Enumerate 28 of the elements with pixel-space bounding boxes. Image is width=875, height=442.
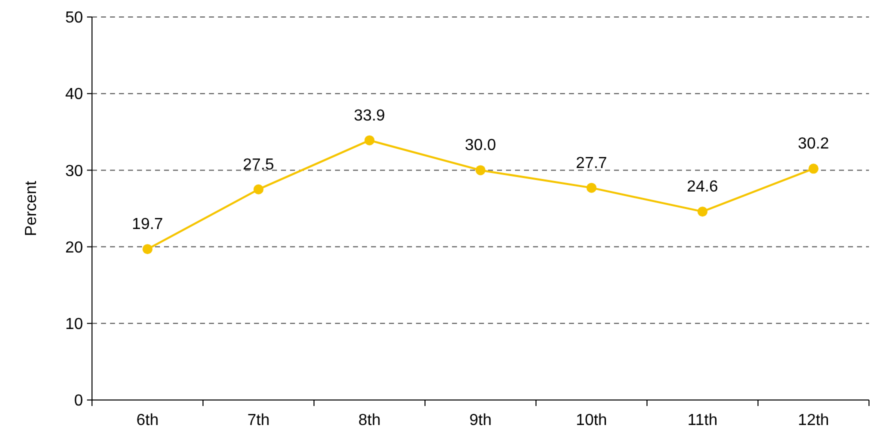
point — [364, 135, 374, 146]
point — [698, 206, 708, 217]
point — [476, 165, 486, 176]
point — [808, 164, 818, 174]
y-tick-label: 50 — [65, 10, 84, 27]
x-tick-label: 10th — [576, 412, 608, 429]
x-tick-label: 11th — [688, 412, 718, 429]
point — [586, 182, 596, 193]
y-tick-label: 20 — [65, 239, 84, 256]
point — [254, 184, 264, 194]
data-label: 24.6 — [686, 178, 718, 196]
y-tick-label: 10 — [65, 316, 84, 333]
y-tick-label: 30 — [65, 162, 84, 180]
x-tick-label: 7th — [247, 412, 270, 429]
data-label: 30.0 — [464, 137, 496, 154]
data-label: 33.9 — [354, 107, 386, 124]
x-tick-label: 9th — [469, 412, 492, 429]
point — [142, 244, 152, 254]
x-tick-label: 12th — [798, 412, 830, 429]
y-axis-title: Percent — [23, 180, 40, 236]
data-label: 19.7 — [132, 216, 164, 234]
data-label: 30.2 — [798, 136, 830, 153]
y-tick-label: 0 — [74, 392, 84, 410]
data-label: 27.7 — [576, 154, 608, 172]
y-tick-label: 40 — [65, 86, 84, 104]
x-tick-label: 6th — [136, 412, 159, 429]
x-tick-label: 8th — [358, 412, 381, 429]
data-label: 27.5 — [242, 156, 274, 174]
